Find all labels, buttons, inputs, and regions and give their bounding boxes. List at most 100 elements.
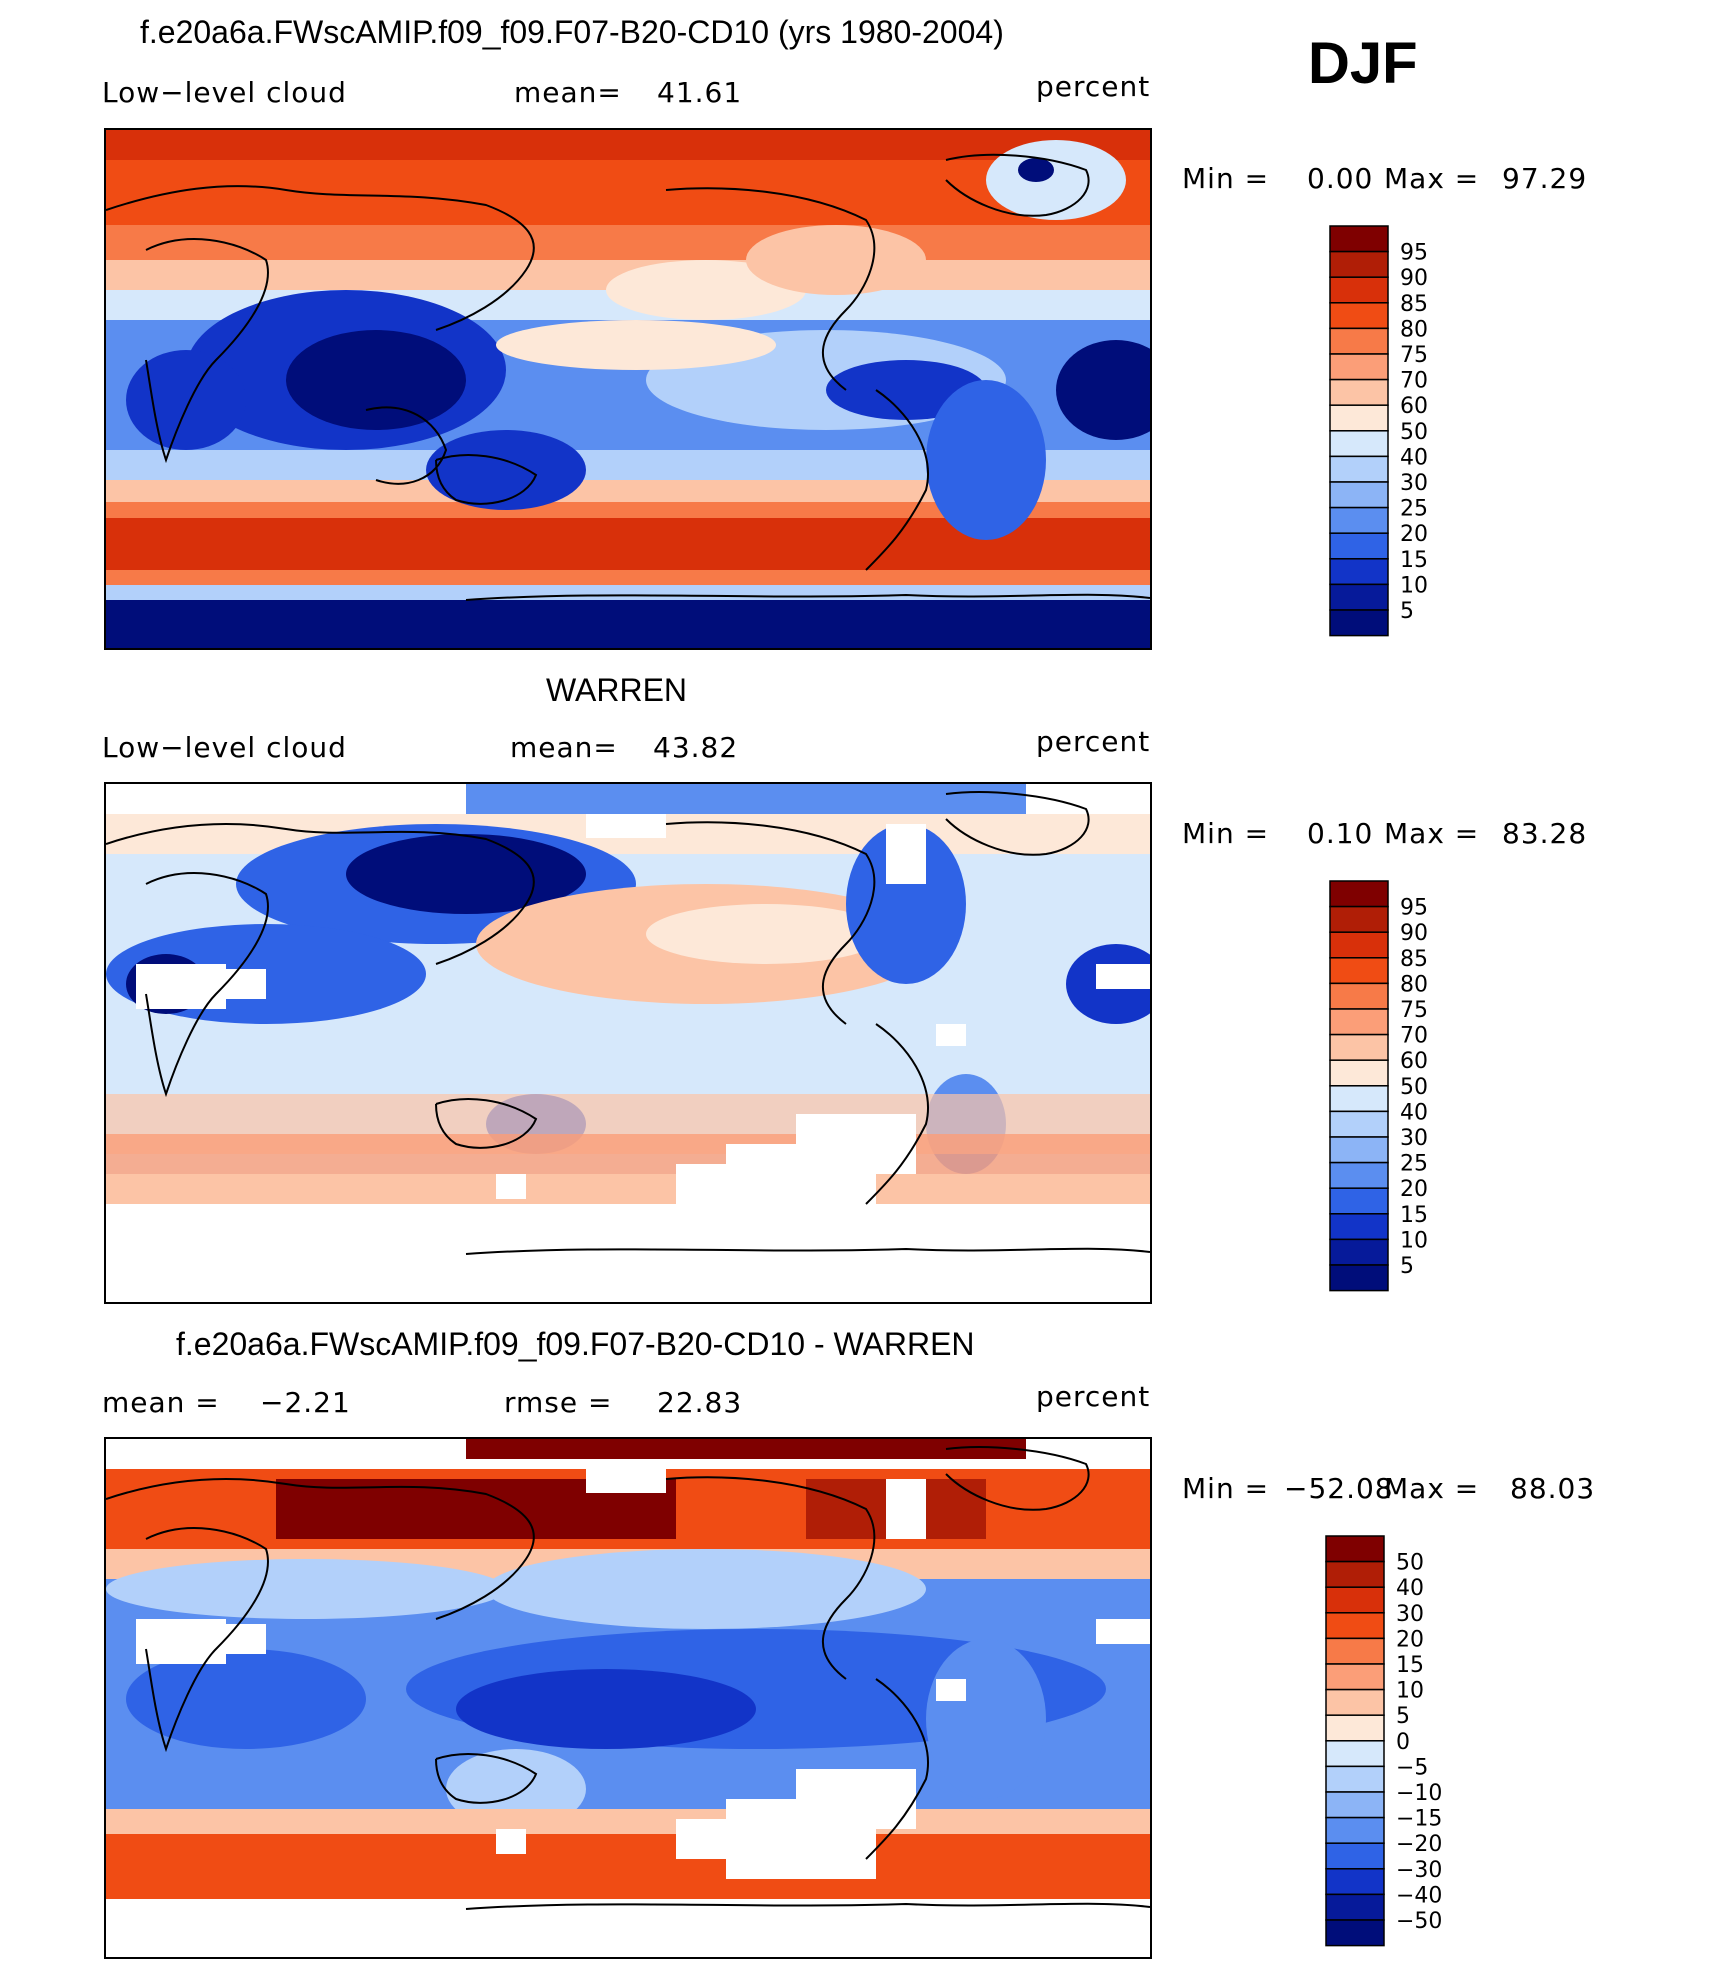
colorbar-swatch: [1325, 1612, 1385, 1640]
panel3-rmse-value: 22.83: [657, 1386, 743, 1419]
colorbar-label: 10: [1396, 1679, 1424, 1704]
colorbar-swatch: [1325, 1893, 1385, 1921]
colorbar-label: 80: [1400, 317, 1428, 342]
panel1-title: f.e20a6a.FWscAMIP.f09_f09.F07-B20-CD10 (…: [140, 14, 1004, 50]
colorbar-swatch: [1329, 1110, 1389, 1138]
colorbar-label: 40: [1400, 1100, 1428, 1125]
colorbar-swatch: [1329, 957, 1389, 985]
colorbar-swatch: [1329, 1161, 1389, 1189]
colorbar-label: 95: [1400, 241, 1428, 266]
panel1-units: percent: [1036, 70, 1151, 103]
panel3-max-label: Max =: [1384, 1472, 1480, 1505]
colorbar-label: 60: [1400, 1049, 1428, 1074]
panel1-min-value: 0.00: [1307, 162, 1374, 195]
panel1-map: [104, 128, 1152, 650]
colorbar-swatch: [1329, 609, 1389, 637]
colorbar-swatch: [1329, 905, 1389, 933]
colorbar-label: −50: [1396, 1909, 1442, 1934]
panel3-mean-label: mean =: [102, 1386, 220, 1419]
panel3-map-field: [106, 1439, 1150, 1957]
panel2-units: percent: [1036, 725, 1151, 758]
colorbar-label: −10: [1396, 1781, 1442, 1806]
panel2-mean-value: 43.82: [653, 731, 739, 764]
colorbar-label: −15: [1396, 1807, 1442, 1832]
colorbar-label: −20: [1396, 1832, 1442, 1857]
colorbar-swatch: [1325, 1816, 1385, 1844]
colorbar-label: 80: [1400, 972, 1428, 997]
colorbar-swatch: [1329, 455, 1389, 483]
colorbar-swatch: [1329, 532, 1389, 560]
colorbar-swatch: [1325, 1688, 1385, 1716]
colorbar-swatch: [1329, 982, 1389, 1010]
colorbar-label: −30: [1396, 1858, 1442, 1883]
colorbar-label: 90: [1400, 266, 1428, 291]
colorbar-label: 60: [1400, 394, 1428, 419]
colorbar-label: 30: [1400, 471, 1428, 496]
panel3-min-value: −52.08: [1284, 1472, 1394, 1505]
panel2-min-value: 0.10: [1307, 817, 1374, 850]
colorbar-swatch: [1329, 1008, 1389, 1036]
colorbar-swatch: [1329, 1187, 1389, 1215]
colorbar-label: 40: [1400, 445, 1428, 470]
colorbar-label: 15: [1400, 548, 1428, 573]
panel3-min-label: Min =: [1182, 1472, 1270, 1505]
colorbar-swatch: [1325, 1791, 1385, 1819]
panel2-map-field: [106, 784, 1150, 1302]
colorbar-label: 25: [1400, 1152, 1428, 1177]
colorbar-swatch: [1329, 506, 1389, 534]
colorbar-swatch: [1329, 1059, 1389, 1087]
panel2-colorbar: 95 90 85 80 75 70 60 50 40 30 25 20 15 10 5: [1329, 880, 1470, 1297]
colorbar-swatch: [1329, 404, 1389, 432]
colorbar-swatch: [1325, 1765, 1385, 1793]
colorbar-swatch: [1329, 430, 1389, 458]
panel3-units: percent: [1036, 1380, 1151, 1413]
colorbar-swatch: [1329, 378, 1389, 406]
panel1-colorbar: 95 90 85 80 75 70 60 50 40 30 25 20 15 10 5: [1329, 225, 1470, 642]
colorbar-swatch: [1325, 1740, 1385, 1768]
panel3-map: [104, 1437, 1152, 1959]
panel2-min-label: Min =: [1182, 817, 1270, 850]
colorbar-swatch: [1329, 302, 1389, 330]
panel1-max-label: Max =: [1384, 162, 1480, 195]
colorbar-label: 30: [1400, 1126, 1428, 1151]
panel3-max-value: 88.03: [1510, 1472, 1596, 1505]
panel1-mean-label: mean=: [514, 76, 622, 109]
colorbar-swatch: [1325, 1842, 1385, 1870]
panel1-map-field: [106, 130, 1150, 648]
colorbar-swatch: [1329, 276, 1389, 304]
colorbar-swatch: [1329, 1136, 1389, 1164]
colorbar-label: 70: [1400, 1024, 1428, 1049]
colorbar-swatch: [1325, 1919, 1385, 1947]
season-label: DJF: [1308, 31, 1418, 96]
panel2-map: [104, 782, 1152, 1304]
panel1-min-label: Min =: [1182, 162, 1270, 195]
colorbar-label: 25: [1400, 497, 1428, 522]
colorbar-label: 50: [1400, 420, 1428, 445]
colorbar-label: 20: [1400, 522, 1428, 547]
panel1-mean-value: 41.61: [657, 76, 743, 109]
colorbar-swatch: [1329, 225, 1389, 253]
colorbar-label: 30: [1396, 1602, 1424, 1627]
colorbar-swatch: [1329, 931, 1389, 959]
panel3-rmse-label: rmse =: [504, 1386, 613, 1419]
colorbar-label: 70: [1400, 369, 1428, 394]
colorbar-swatch: [1325, 1714, 1385, 1742]
colorbar-swatch: [1325, 1637, 1385, 1665]
colorbar-swatch: [1329, 1264, 1389, 1292]
colorbar-swatch: [1329, 558, 1389, 586]
colorbar-label: 15: [1400, 1203, 1428, 1228]
colorbar-label: 5: [1396, 1704, 1410, 1729]
colorbar-label: 5: [1400, 1254, 1414, 1279]
colorbar-swatch: [1325, 1663, 1385, 1691]
panel2-title: WARREN: [546, 672, 688, 708]
panel2-mean-label: mean=: [510, 731, 618, 764]
colorbar-swatch: [1329, 250, 1389, 278]
colorbar-label: 75: [1400, 998, 1428, 1023]
colorbar-label: 95: [1400, 896, 1428, 921]
colorbar-swatch: [1325, 1586, 1385, 1614]
colorbar-label: 5: [1400, 599, 1414, 624]
colorbar-label: 90: [1400, 921, 1428, 946]
